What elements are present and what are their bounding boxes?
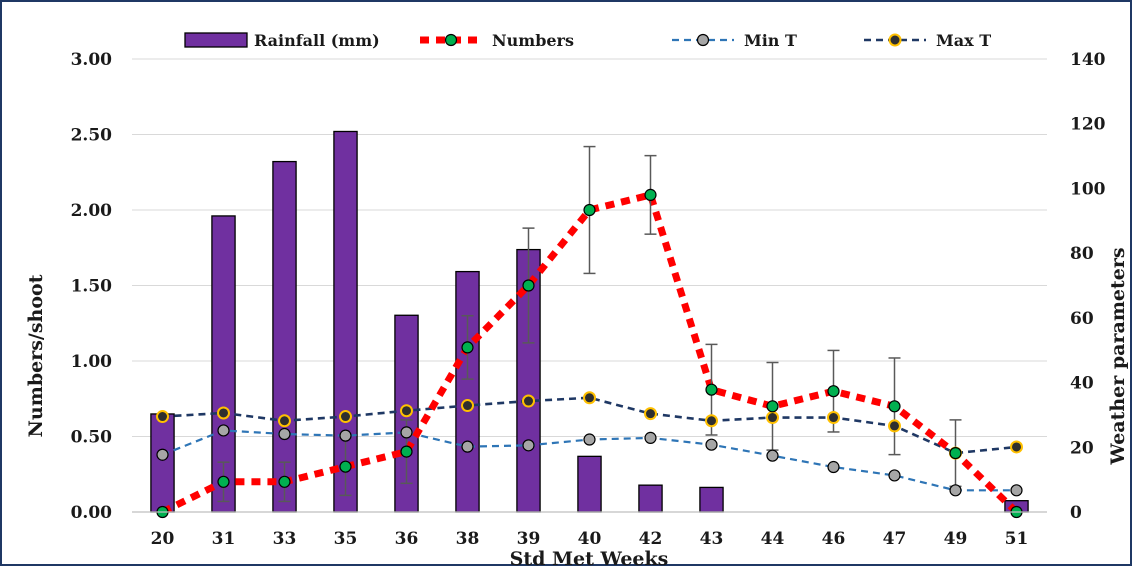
max-t-point <box>339 410 352 424</box>
max-t-point <box>278 414 291 428</box>
error-bars <box>217 145 962 503</box>
y-right-tick-label: 20 <box>1070 438 1094 458</box>
numbers-point <box>400 445 413 458</box>
y-left-tick-label: 1.50 <box>71 277 113 297</box>
min-t-point <box>156 448 169 461</box>
min-t-point <box>888 469 901 482</box>
x-tick-label: 46 <box>822 529 846 549</box>
max-t-point <box>705 414 718 428</box>
y-right-tick-label: 120 <box>1070 115 1106 135</box>
min-t-point <box>522 439 535 452</box>
min-t-point <box>461 440 474 453</box>
max-t-point <box>461 399 474 413</box>
min-t-point <box>705 438 718 451</box>
numbers-point <box>949 447 962 460</box>
x-tick-label: 49 <box>944 529 968 549</box>
y-left-tick-label: 0.00 <box>71 503 113 523</box>
min-t-point <box>583 433 596 446</box>
line-markers <box>156 188 1023 519</box>
numbers-point <box>339 460 352 473</box>
max-t-point <box>1010 440 1023 454</box>
y-right-tick-label: 60 <box>1070 309 1094 329</box>
numbers-point <box>888 400 901 413</box>
max-t-point <box>156 410 169 424</box>
rainfall-bar <box>455 270 480 513</box>
rainfall-bar <box>150 413 175 513</box>
x-tick-label: 20 <box>151 529 175 549</box>
y-axis-right-title: Weather parameters <box>1107 247 1129 465</box>
y-right-tick-label: 40 <box>1070 374 1094 394</box>
legend-marker-numbers <box>444 33 458 47</box>
x-tick-label: 44 <box>761 529 785 549</box>
legend-label-numbers: Numbers <box>492 31 574 50</box>
rainfall-bar <box>272 160 297 513</box>
y-axis-left-title: Numbers/shoot <box>25 274 47 437</box>
x-tick-label: 33 <box>273 529 297 549</box>
rainfall-bar <box>638 484 663 513</box>
numbers-line <box>160 191 1019 516</box>
numbers-point <box>522 279 535 292</box>
numbers-point <box>217 475 230 488</box>
numbers-point <box>766 400 779 413</box>
y-left-tick-label: 3.00 <box>71 50 113 70</box>
max-t-point <box>217 406 230 420</box>
max-t-point <box>827 411 840 425</box>
min-t-point <box>217 424 230 437</box>
numbers-point <box>278 475 291 488</box>
rainfall-bar <box>699 486 724 513</box>
x-tick-label: 43 <box>700 529 724 549</box>
x-tick-label: 51 <box>1005 529 1029 549</box>
max-t-point <box>583 391 596 405</box>
legend: Rainfall (mm) Numbers Min T Max T <box>184 31 991 50</box>
max-t-point <box>644 407 657 421</box>
x-tick-label: 35 <box>334 529 358 549</box>
numbers-point <box>705 383 718 396</box>
axes: 0.00 0.50 1.00 1.50 2.00 2.50 3.00 0 20 40 60 80 100… <box>71 50 1106 549</box>
legend-marker-min-t <box>696 33 710 47</box>
max-t-point <box>766 411 779 425</box>
y-left-tick-label: 0.50 <box>71 428 113 448</box>
legend-label-rainfall: Rainfall (mm) <box>254 31 380 50</box>
max-t-point <box>400 404 413 418</box>
y-right-tick-label: 100 <box>1070 179 1106 199</box>
min-t-point <box>644 431 657 445</box>
x-tick-label: 40 <box>578 529 602 549</box>
numbers-point <box>461 341 474 354</box>
y-left-tick-label: 1.00 <box>71 352 113 372</box>
numbers-point <box>583 203 596 217</box>
y-left-tick-label: 2.00 <box>71 201 113 221</box>
min-t-point <box>1010 484 1023 497</box>
min-t-point <box>278 427 291 441</box>
y-right-tick-label: 140 <box>1070 50 1106 70</box>
x-tick-label: 36 <box>395 529 419 549</box>
numbers-point <box>827 385 840 398</box>
legend-label-max-t: Max T <box>936 31 991 50</box>
legend-label-min-t: Min T <box>744 31 797 50</box>
min-t-point <box>400 426 413 439</box>
y-right-tick-label: 80 <box>1070 244 1094 264</box>
y-right-tick-label: 0 <box>1070 503 1082 523</box>
x-axis-title: Std Met Weeks <box>510 548 669 568</box>
min-t-point <box>766 449 779 462</box>
x-tick-label: 31 <box>212 529 236 549</box>
numbers-point <box>644 188 657 201</box>
rainfall-bar <box>577 455 602 513</box>
max-t-point <box>522 394 535 408</box>
x-tick-label: 42 <box>639 529 663 549</box>
x-tick-label: 38 <box>456 529 480 549</box>
min-t-point <box>339 429 352 442</box>
max-t-point <box>888 419 901 433</box>
legend-marker-max-t <box>888 33 902 47</box>
x-tick-label: 47 <box>883 529 907 549</box>
min-t-point <box>827 460 840 474</box>
y-left-tick-label: 2.50 <box>71 126 113 146</box>
min-t-point <box>949 484 962 497</box>
legend-swatch-rainfall <box>184 32 248 48</box>
x-tick-label: 39 <box>517 529 541 549</box>
